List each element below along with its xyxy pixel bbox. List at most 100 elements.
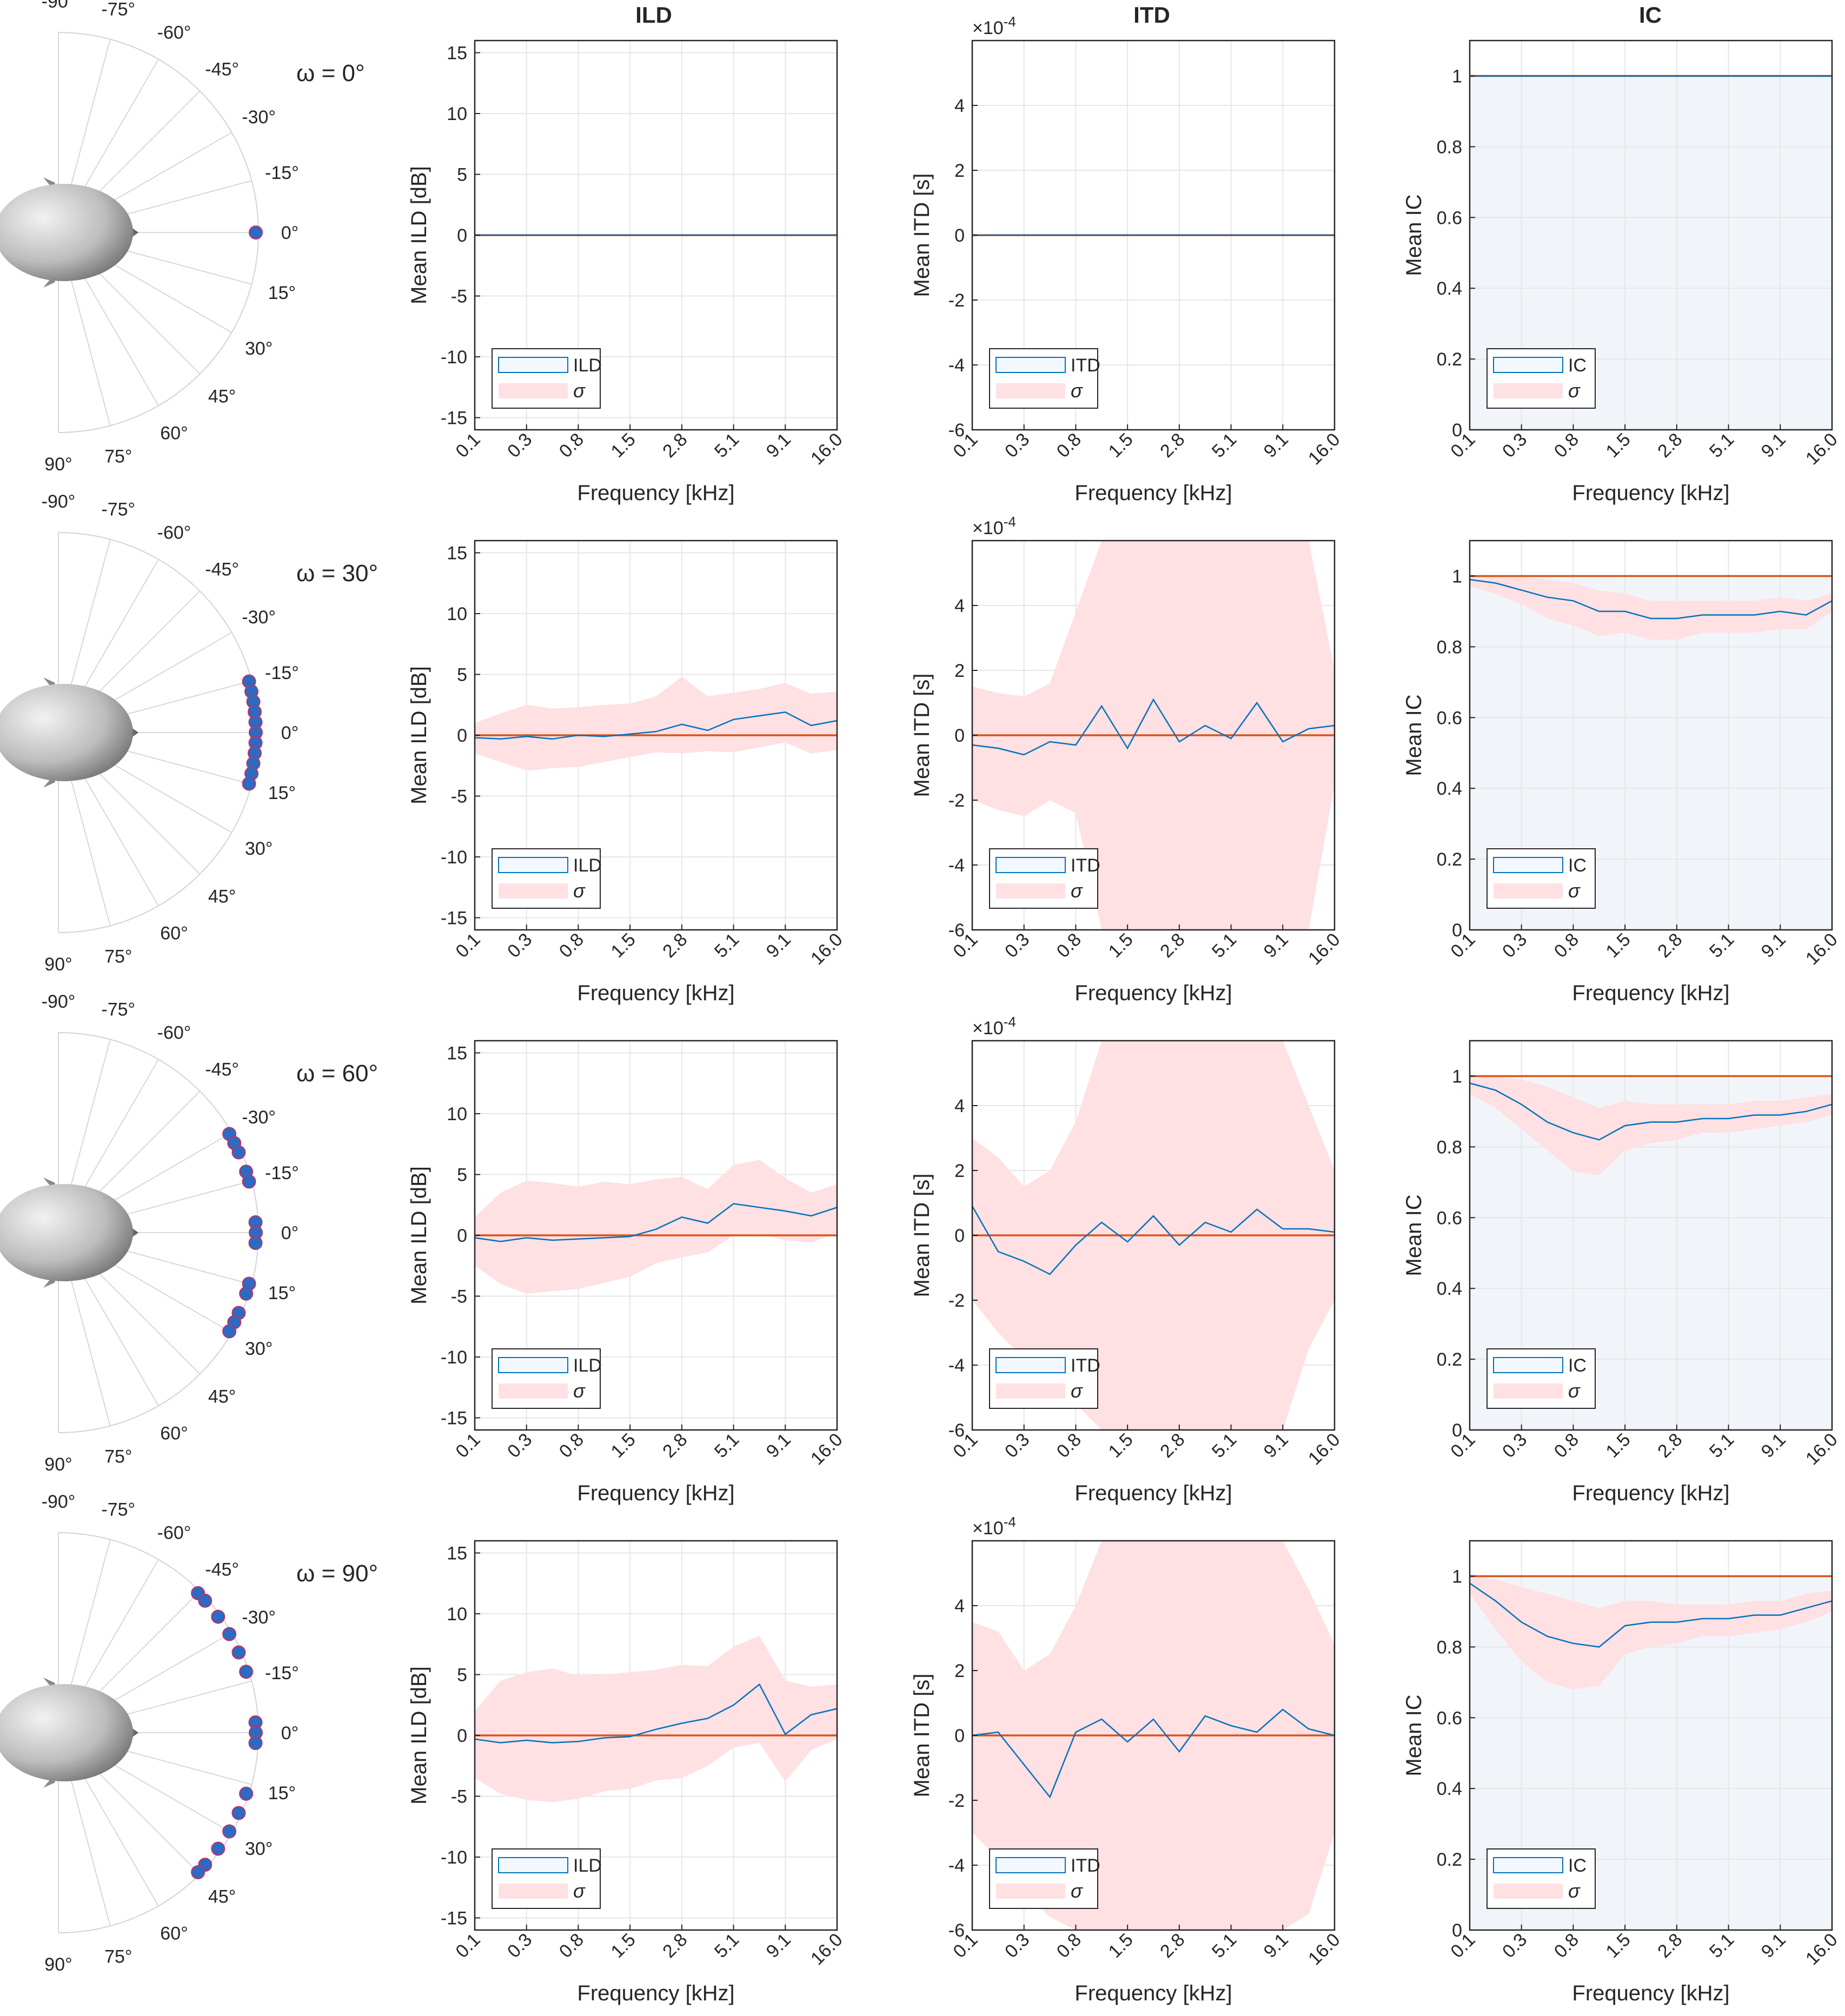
x-tick-label: 0.8 (1053, 429, 1085, 462)
legend-mean-swatch (1493, 857, 1563, 873)
column-title-itd: ITD (1133, 2, 1170, 28)
x-tick-label: 0.3 (1001, 1429, 1033, 1462)
x-tick-label: 9.1 (1260, 929, 1292, 962)
x-tick-label: 0.3 (1001, 929, 1033, 962)
polar-angle-label: -75° (101, 500, 135, 520)
x-axis-label: Frequency [kHz] (1572, 981, 1729, 1005)
source-position-marker (249, 225, 263, 239)
x-tick-label: 0.3 (1498, 429, 1531, 462)
legend-sigma-label: σ (573, 380, 586, 402)
source-position-marker (222, 1324, 237, 1339)
y-tick-label: 0.8 (1437, 137, 1462, 157)
x-tick-label: 2.8 (659, 1429, 691, 1462)
x-tick-label: 9.1 (762, 1429, 795, 1462)
x-tick-label: 0.3 (1498, 1429, 1531, 1462)
legend-mean-label: ILD (573, 1355, 602, 1376)
polar-angle-label: 60° (160, 423, 188, 444)
legend-sigma-swatch (499, 883, 568, 899)
axes-box (1469, 540, 1833, 931)
polar-angle-label: -30° (242, 607, 276, 628)
x-tick-label: 2.8 (659, 1929, 691, 1962)
x-tick-label: 5.1 (1705, 429, 1738, 462)
x-tick-label: 0.8 (555, 1429, 588, 1462)
y-axis-label: Mean ITD [s] (910, 1174, 934, 1298)
polar-panel-row-3: -90° -75° -60° -45° -30° -15° 0° 15° 30° 45° 60° 75… (0, 1492, 299, 1975)
x-tick-label: 16.0 (1304, 429, 1344, 469)
polar-angle-label: 0° (281, 1223, 299, 1243)
x-axis-label: Frequency [kHz] (1572, 1481, 1729, 1505)
x-tick-label: 0.8 (1053, 929, 1085, 962)
x-tick-label: 16.0 (807, 1429, 847, 1469)
x-tick-label: 0.3 (503, 929, 536, 962)
y-tick-label: 2 (954, 661, 965, 681)
y-tick-label: 0.4 (1437, 278, 1462, 299)
source-position-marker (198, 1593, 213, 1608)
head-icon (0, 684, 133, 781)
polar-angle-label: 90° (44, 1454, 72, 1475)
y-exponent-label: ×10-4 (972, 1514, 1016, 1539)
legend-sigma-swatch (499, 1383, 568, 1399)
x-tick-label: 0.3 (1001, 429, 1033, 462)
x-tick-label: 5.1 (1208, 1929, 1240, 1962)
x-axis-label: Frequency [kHz] (1074, 1981, 1232, 2005)
y-exponent-label: ×10-4 (972, 514, 1016, 538)
x-tick-label: 9.1 (762, 929, 795, 962)
polar-angle-label: 30° (245, 1339, 273, 1359)
x-tick-label: 1.5 (607, 1929, 640, 1962)
y-tick-label: 4 (954, 1096, 965, 1116)
legend-mean-swatch (1493, 357, 1563, 373)
x-tick-label: 9.1 (762, 429, 795, 462)
legend: ILD σ (492, 848, 602, 909)
legend-mean-label: ITD (1071, 355, 1100, 376)
x-tick-label: 5.1 (711, 1429, 743, 1462)
y-tick-label: 0.6 (1437, 708, 1462, 728)
y-tick-label: 0.2 (1437, 1849, 1462, 1870)
legend-mean-swatch (995, 1857, 1066, 1873)
x-tick-label: 0.1 (452, 429, 484, 462)
legend-sigma-swatch (1494, 1383, 1563, 1399)
y-tick-label: -2 (948, 1791, 965, 1811)
y-tick-label: -15 (441, 1408, 467, 1429)
legend-mean-label: ITD (1071, 855, 1100, 876)
legend-sigma-label: σ (1568, 1380, 1581, 1402)
row-label-omega-0: ω = 0° (296, 60, 365, 87)
source-position-marker (239, 1786, 254, 1801)
y-tick-label: 0 (1452, 1920, 1462, 1941)
y-tick-label: -2 (948, 1290, 965, 1311)
legend-mean-label: ILD (573, 855, 602, 876)
row-label-omega-30: ω = 30° (296, 560, 378, 587)
y-tick-label: -5 (451, 787, 467, 807)
x-tick-label: 0.1 (452, 1929, 484, 1962)
x-tick-label: 16.0 (1304, 1929, 1344, 1970)
x-tick-label: 16.0 (807, 1929, 847, 1970)
x-tick-label: 16.0 (807, 929, 847, 969)
y-tick-label: 0 (954, 225, 965, 246)
source-position-marker (239, 1286, 254, 1301)
ild-panel-row-0: 15 10 5 0 -5 -10 -150.1 0.3 0.8 1.5 2.8 5.1 9.1 16.0 F… (407, 39, 847, 505)
legend-mean-label: ITD (1071, 1355, 1100, 1376)
x-tick-label: 0.8 (1053, 1429, 1085, 1462)
x-axis-label: Frequency [kHz] (1074, 481, 1232, 505)
x-tick-label: 1.5 (607, 1429, 640, 1462)
y-tick-label: 0.6 (1437, 1708, 1462, 1728)
legend: ITD σ (989, 1348, 1100, 1409)
y-tick-label: 0 (954, 726, 965, 746)
legend-mean-swatch (498, 1357, 568, 1373)
legend: IC σ (1486, 348, 1596, 409)
x-tick-label: 5.1 (711, 1929, 743, 1962)
x-tick-label: 0.3 (1498, 929, 1531, 962)
x-tick-label: 1.5 (607, 429, 640, 462)
ic-panel-row-3: 10.80.60.40.200.1 0.3 0.8 1.5 2.8 5.1 9.1 16.0F… (1402, 1540, 1842, 2005)
x-tick-label: 0.3 (503, 1429, 536, 1462)
x-tick-label: 5.1 (711, 929, 743, 962)
polar-angle-label: 60° (160, 1423, 188, 1444)
legend-sigma-label: σ (1071, 1880, 1083, 1902)
legend-mean-swatch (498, 1857, 568, 1873)
polar-angle-label: -60° (157, 1022, 191, 1043)
legend-sigma-swatch (1494, 1884, 1563, 1899)
legend-mean-swatch (498, 357, 568, 373)
polar-angle-label: -15° (265, 1663, 299, 1684)
y-tick-label: 2 (954, 1161, 965, 1181)
x-tick-label: 9.1 (1260, 1429, 1292, 1462)
